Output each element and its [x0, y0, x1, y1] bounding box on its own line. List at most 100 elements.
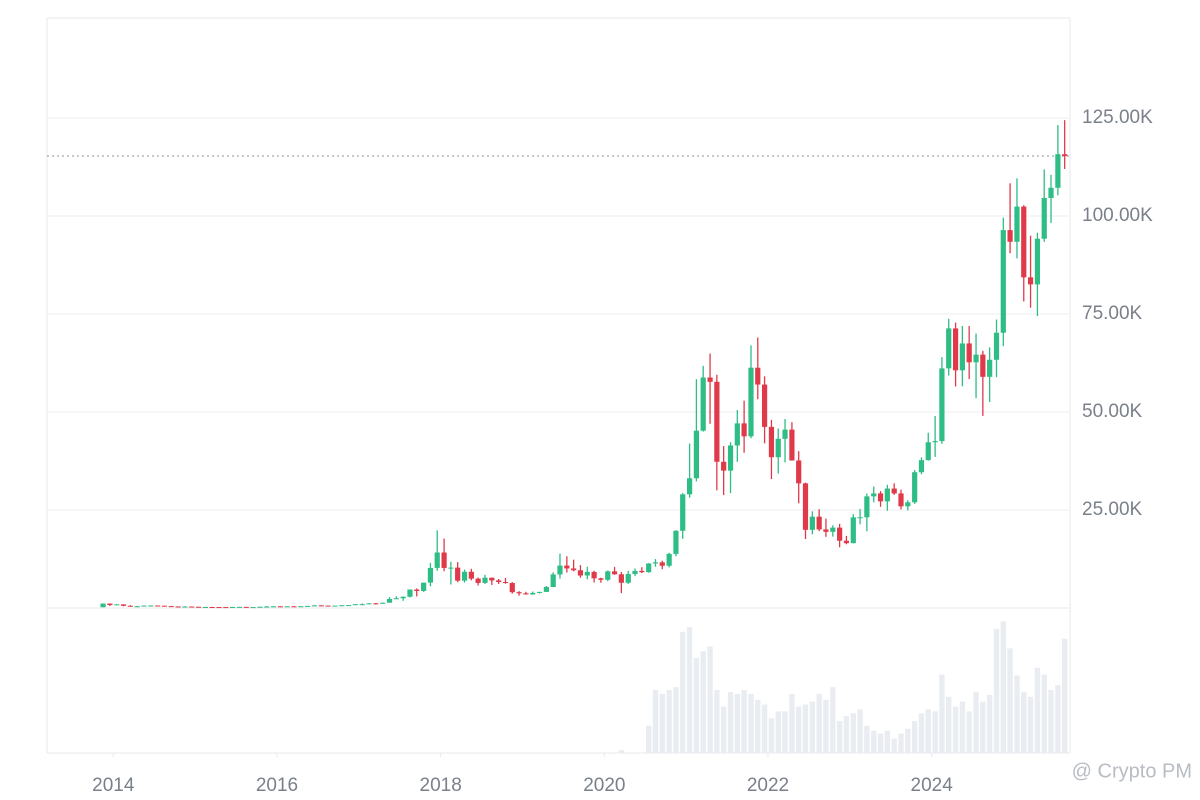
volume-bar	[1007, 648, 1013, 753]
candle-body	[161, 605, 168, 607]
candle-body	[250, 607, 256, 609]
volume-bar	[666, 690, 672, 753]
candle-body	[680, 494, 686, 531]
candle-body	[236, 606, 243, 608]
candle-body	[946, 328, 952, 369]
x-tick-label: 2016	[256, 775, 298, 796]
candle-body	[1027, 277, 1034, 285]
candle-body	[864, 496, 870, 518]
candle-body	[591, 571, 597, 579]
candle-body	[918, 460, 925, 473]
candle-body	[884, 488, 890, 502]
candle-body	[543, 587, 549, 592]
candle-body	[230, 606, 236, 608]
candle-body	[298, 606, 304, 608]
candle-body	[823, 529, 829, 532]
candle-body	[939, 368, 945, 442]
candle-body	[693, 430, 700, 479]
candle-body	[891, 488, 897, 494]
candle-body	[427, 567, 434, 583]
y-tick-label: 75.00K	[1082, 303, 1143, 324]
volume-bar	[1014, 675, 1020, 753]
watermark: @ Crypto PM	[1072, 760, 1192, 782]
candle-body	[727, 445, 734, 471]
candle-body	[673, 530, 679, 554]
volume-bar	[707, 646, 713, 753]
candle-body	[557, 565, 563, 575]
candle-body	[352, 604, 358, 606]
candle-body	[155, 605, 161, 607]
volume-bar	[952, 706, 959, 753]
candle-body	[721, 461, 727, 471]
candle-body	[850, 517, 856, 544]
volume-bar	[830, 687, 836, 753]
candle-body	[141, 605, 147, 607]
candle-body	[400, 596, 406, 599]
volume-bar	[686, 627, 693, 753]
volume-bar	[775, 711, 781, 753]
volume-bar	[918, 713, 925, 753]
volume-bar	[700, 651, 706, 753]
volume-bar	[1034, 667, 1041, 753]
volume-bar	[857, 709, 863, 753]
candle-body	[421, 582, 427, 591]
candle-body	[857, 517, 863, 519]
candle-body	[959, 343, 965, 371]
candle-body	[148, 605, 154, 607]
candle-body	[1034, 238, 1041, 285]
y-tick-label: 125.00K	[1082, 107, 1153, 128]
volume-bar	[741, 690, 747, 753]
volume-bar	[680, 631, 686, 753]
candle-body	[461, 571, 468, 581]
candle-body	[1000, 230, 1006, 333]
candle-body	[243, 606, 249, 608]
candle-body	[1014, 206, 1020, 242]
candle-body	[584, 571, 590, 576]
candle-body	[1007, 230, 1013, 242]
candle-body	[318, 605, 324, 607]
candle-body	[816, 516, 822, 530]
volume-bar	[939, 674, 945, 753]
candle-body	[577, 570, 584, 576]
volume-bar	[966, 711, 972, 753]
volume-bar	[809, 701, 816, 753]
volume-bar	[659, 693, 665, 753]
candle-body	[973, 354, 979, 363]
candle-body	[536, 591, 543, 593]
candle-body	[1062, 154, 1068, 157]
candle-body	[530, 592, 536, 595]
candle-body	[441, 552, 447, 568]
volume-bar	[720, 706, 727, 753]
volume-bar	[823, 699, 829, 753]
volume-bar	[959, 701, 966, 753]
candle-body	[625, 574, 631, 583]
candle-body	[168, 606, 174, 608]
candle-body	[311, 605, 318, 607]
candle-body	[189, 606, 195, 608]
candle-body	[1021, 206, 1027, 278]
volume-bar	[898, 733, 904, 753]
candle-body	[605, 571, 611, 580]
candle-body	[332, 605, 338, 607]
x-tick-label: 2024	[911, 775, 954, 796]
volume-bar	[1048, 690, 1054, 753]
candle-body	[687, 478, 693, 495]
candle-body	[748, 367, 754, 437]
volume-bar	[1000, 621, 1007, 753]
candle-body	[482, 577, 488, 583]
volume-bar	[714, 690, 720, 753]
candle-body	[905, 502, 911, 507]
volume-bar	[802, 704, 809, 753]
candle-body	[952, 328, 959, 371]
x-tick-label: 2014	[92, 775, 135, 796]
candle-body	[714, 381, 720, 462]
candle-body	[741, 423, 747, 437]
volume-bar	[768, 718, 775, 753]
volume-bar	[1027, 696, 1034, 753]
candle-body	[502, 582, 509, 584]
candle-body	[182, 606, 188, 608]
candle-body	[345, 605, 352, 607]
candle-body	[925, 442, 931, 461]
volume-bar	[980, 701, 986, 753]
candle-body	[761, 384, 768, 427]
